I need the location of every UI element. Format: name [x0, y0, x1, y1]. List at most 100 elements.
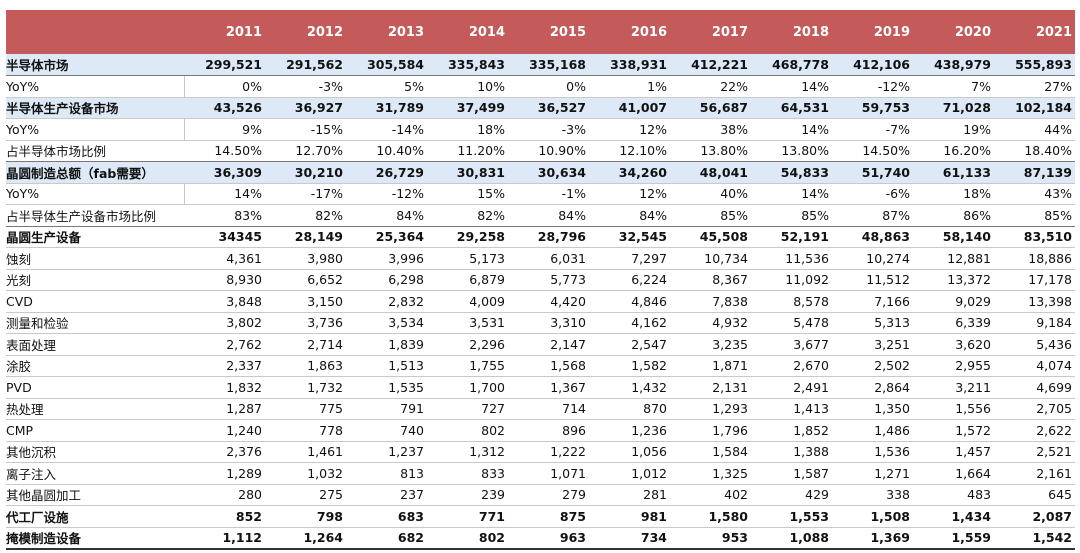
year-header-row: 2011 2012 2013 2014 2015 2016 2017 2018 … [6, 10, 1075, 54]
value-cell: 12.70% [265, 140, 346, 162]
value-cell: 28,796 [508, 226, 589, 248]
year-header-cell: 2020 [913, 10, 994, 54]
value-cell: 875 [508, 505, 589, 528]
value-cell: 5,173 [427, 247, 508, 270]
value-cell: 279 [508, 484, 589, 506]
value-cell: 645 [994, 484, 1075, 506]
value-cell: 8,367 [670, 269, 751, 291]
year-header-cell: 2021 [994, 10, 1075, 54]
value-cell: 2,832 [346, 290, 427, 313]
value-cell: 14% [751, 183, 832, 205]
value-cell: 1,264 [265, 527, 346, 550]
value-cell: 11.20% [427, 140, 508, 162]
value-cell: 4,932 [670, 312, 751, 334]
row-label-cell: 蚀刻 [6, 247, 184, 270]
row-label-cell: YoY% [6, 75, 185, 98]
value-cell: 2,502 [832, 355, 913, 377]
table-row: 半导体生产设备市场 43,526 36,927 31,789 37,499 36,527 4… [6, 97, 1075, 119]
value-cell: 338,931 [589, 54, 670, 76]
value-cell: 6,298 [346, 269, 427, 291]
value-cell: 275 [265, 484, 346, 506]
value-cell: 8,930 [184, 269, 265, 291]
value-cell: 3,802 [184, 312, 265, 334]
value-cell: 10.40% [346, 140, 427, 162]
value-cell: 1,312 [427, 441, 508, 463]
value-cell: 87% [832, 204, 913, 227]
value-cell: 714 [508, 398, 589, 420]
value-cell: 37,499 [427, 97, 508, 119]
value-cell: 1,237 [346, 441, 427, 463]
year-header-cell: 2019 [832, 10, 913, 54]
value-cell: 13,372 [913, 269, 994, 291]
value-cell: 2,131 [670, 376, 751, 399]
value-cell: 1,796 [670, 419, 751, 442]
value-cell: -17% [265, 183, 346, 205]
value-cell: -3% [508, 118, 589, 141]
value-cell: 1,664 [913, 462, 994, 485]
value-cell: 48,863 [832, 226, 913, 248]
value-cell: 1,369 [832, 527, 913, 550]
value-cell: 727 [427, 398, 508, 420]
value-cell: 34345 [184, 226, 265, 248]
value-cell: 981 [589, 505, 670, 528]
value-cell: 12,881 [913, 247, 994, 270]
value-cell: 1,271 [832, 462, 913, 485]
value-cell: 2,161 [994, 462, 1075, 485]
table-row: 占半导体生产设备市场比例 83% 82% 84% 82% 84% 84% 85% 85% 87% 8… [6, 204, 1075, 227]
value-cell: 6,224 [589, 269, 670, 291]
value-cell: 7,297 [589, 247, 670, 270]
value-cell: 11,512 [832, 269, 913, 291]
value-cell: 5,436 [994, 333, 1075, 356]
value-cell: 30,831 [427, 161, 508, 184]
value-cell: 305,584 [346, 54, 427, 76]
value-cell: 3,996 [346, 247, 427, 270]
value-cell: 1,388 [751, 441, 832, 463]
value-cell: 30,210 [265, 161, 346, 184]
value-cell: 1,325 [670, 462, 751, 485]
value-cell: 1,871 [670, 355, 751, 377]
value-cell: 1,088 [751, 527, 832, 550]
value-cell: 18% [427, 118, 508, 141]
value-cell: 7% [913, 75, 994, 98]
value-cell: 3,534 [346, 312, 427, 334]
value-cell: 3,251 [832, 333, 913, 356]
value-cell: 335,843 [427, 54, 508, 76]
value-cell: 1,755 [427, 355, 508, 377]
value-cell: 1,832 [184, 376, 265, 399]
value-cell: 36,309 [184, 161, 265, 184]
value-cell: 2,547 [589, 333, 670, 356]
value-cell: 1,289 [184, 462, 265, 485]
row-label-cell: 占半导体生产设备市场比例 [6, 204, 184, 227]
value-cell: 1,582 [589, 355, 670, 377]
value-cell: 1,559 [913, 527, 994, 550]
value-cell: 1,350 [832, 398, 913, 420]
row-label-cell: 晶圆制造总额（fab需要） [6, 161, 184, 184]
value-cell: 43,526 [184, 97, 265, 119]
value-cell: 14.50% [832, 140, 913, 162]
value-cell: 22% [670, 75, 751, 98]
value-cell: 11,536 [751, 247, 832, 270]
value-cell: 778 [265, 419, 346, 442]
value-cell: 14% [184, 183, 265, 205]
row-label-cell: 其他沉积 [6, 441, 184, 463]
value-cell: 468,778 [751, 54, 832, 76]
table-row: 蚀刻 4,361 3,980 3,996 5,173 6,031 7,297 10,734 11… [6, 247, 1075, 270]
value-cell: 802 [427, 527, 508, 550]
value-cell: -15% [265, 118, 346, 141]
value-cell: 870 [589, 398, 670, 420]
value-cell: 0% [184, 75, 265, 98]
value-cell: 10% [427, 75, 508, 98]
value-cell: 82% [265, 204, 346, 227]
year-header-cell: 2018 [751, 10, 832, 54]
value-cell: 84% [589, 204, 670, 227]
table-row: 掩模制造设备 1,112 1,264 682 802 963 734 953 1,088 1,36… [6, 527, 1075, 550]
value-cell: 2,087 [994, 505, 1075, 528]
value-cell: 5,313 [832, 312, 913, 334]
table-row: 晶圆制造总额（fab需要） 36,309 30,210 26,729 30,831 30,… [6, 161, 1075, 184]
value-cell: 8,578 [751, 290, 832, 313]
table-row: YoY% 9% -15% -14% 18% -3% 12% 38% 14% -7% 19% 44% [6, 118, 1075, 141]
table-row: 占半导体市场比例 14.50% 12.70% 10.40% 11.20% 10.90% 12… [6, 140, 1075, 162]
value-cell: 483 [913, 484, 994, 506]
row-label-cell: 测量和检验 [6, 312, 184, 334]
value-cell: 9% [184, 118, 265, 141]
